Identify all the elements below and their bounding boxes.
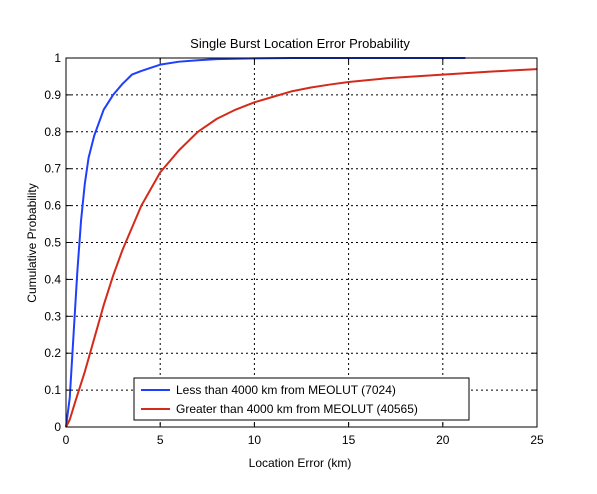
y-tick-label: 1 [54,51,61,65]
y-tick-label: 0.2 [44,346,61,360]
x-tick-label: 25 [530,433,544,447]
y-tick-label: 0.3 [44,309,61,323]
y-tick-label: 0.4 [44,272,61,286]
legend-label-1: Less than 4000 km from MEOLUT (7024) [176,383,396,397]
x-tick-label: 20 [436,433,450,447]
legend-box [133,377,470,421]
series-line-1 [65,57,466,428]
legend-label-2: Greater than 4000 km from MEOLUT (40565) [176,402,418,416]
y-tick-label: 0.9 [44,88,61,102]
x-tick-label: 10 [248,433,262,447]
chart-title: Single Burst Location Error Probability [190,36,410,51]
y-tick-label: 0 [54,420,61,434]
y-tick-label: 0.6 [44,199,61,213]
x-axis-label: Location Error (km) [249,456,352,470]
x-tick-label: 5 [157,433,164,447]
y-tick-label: 0.8 [44,125,61,139]
series-layer [65,57,538,428]
x-tick-label: 0 [63,433,70,447]
y-axis-label: Cumulative Probability [25,183,39,302]
legend: Less than 4000 km from MEOLUT (7024) Grea… [133,377,470,421]
x-tick-label: 15 [342,433,356,447]
grid [66,58,537,427]
x-axis: 0 5 10 15 20 25 [63,58,544,447]
y-tick-label: 0.5 [44,236,61,250]
series-line-2 [65,68,538,428]
y-axis: 0 0.1 0.2 0.3 0.4 0.5 0.6 0.7 0.8 0.9 1 [44,51,537,434]
y-tick-label: 0.1 [44,383,61,397]
y-tick-label: 0.7 [44,162,61,176]
